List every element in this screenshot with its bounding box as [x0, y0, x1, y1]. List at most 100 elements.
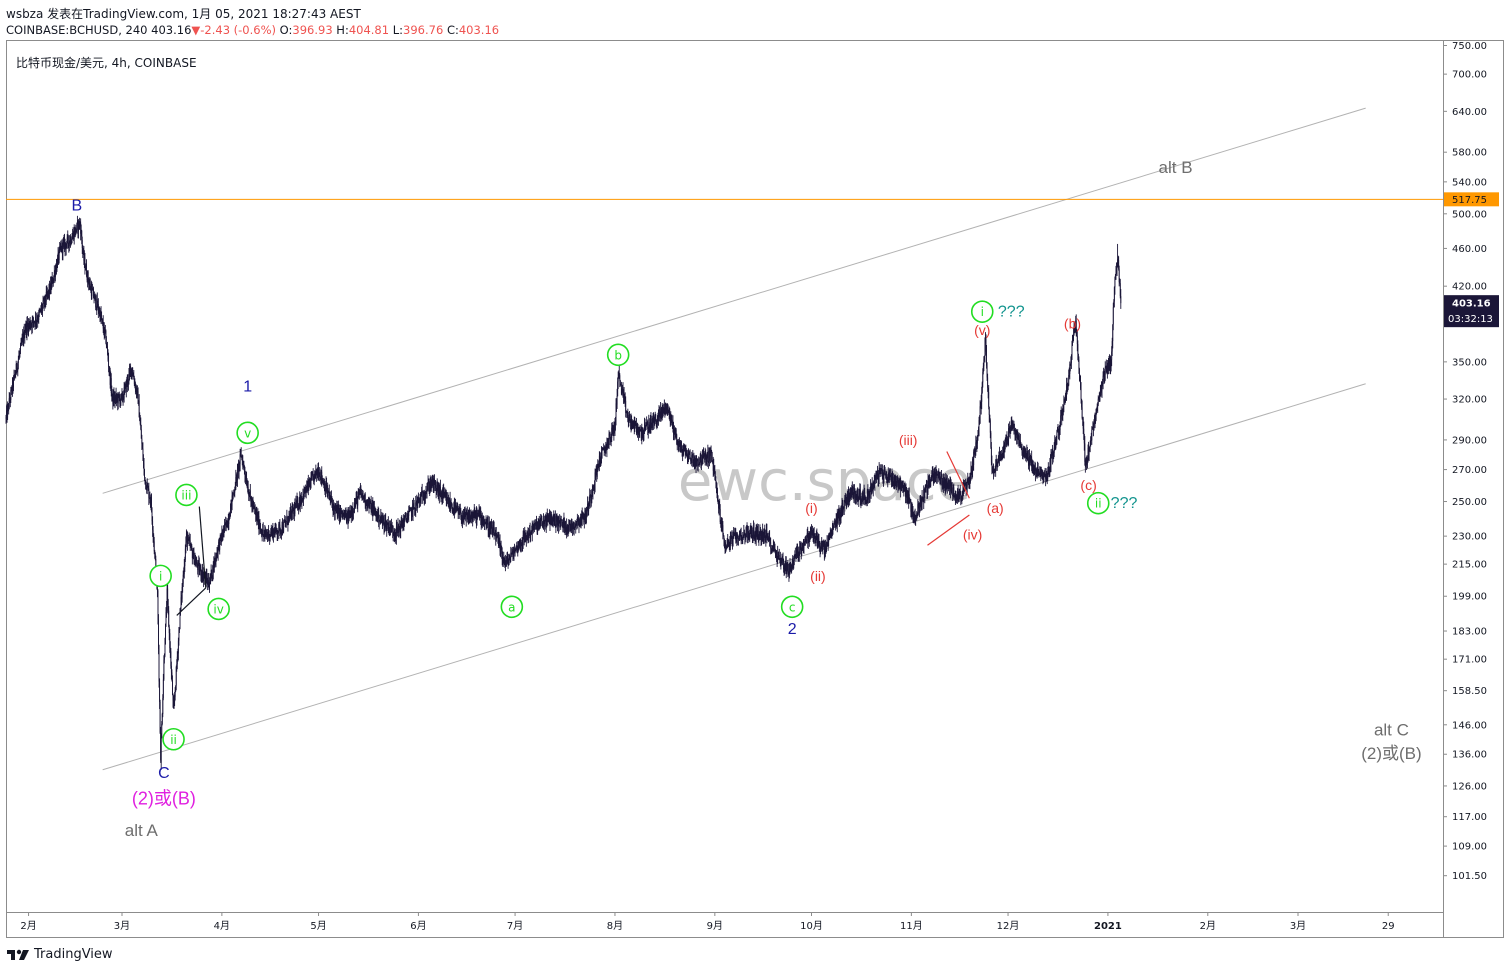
candle-body: [283, 521, 285, 532]
wave-circle-marker[interactable]: [207, 597, 230, 621]
candle-body: [383, 518, 384, 520]
candle-body: [456, 508, 457, 511]
candle-body: [923, 489, 925, 498]
candle-body: [670, 419, 672, 422]
candle-body: [326, 483, 328, 493]
candle-body: [677, 443, 679, 446]
candle-body: [412, 504, 414, 514]
wave-circle-marker[interactable]: [606, 343, 630, 367]
candle-body: [16, 369, 18, 371]
candle-body: [431, 477, 433, 486]
candle-body: [393, 532, 395, 536]
wave-circle-marker[interactable]: [236, 421, 259, 445]
candle-body: [843, 507, 845, 509]
candle-body: [217, 552, 219, 554]
tradingview-logo[interactable]: TradingView: [6, 946, 113, 962]
candle-body: [983, 355, 985, 360]
candle-body: [609, 433, 611, 434]
author-name[interactable]: wsbza: [6, 7, 44, 21]
candle-body: [286, 516, 288, 525]
candle-body: [727, 540, 729, 541]
candle-body: [1043, 474, 1045, 477]
channel-lower-line[interactable]: [102, 383, 1366, 771]
candle-body: [748, 534, 750, 539]
wave-circle-marker[interactable]: [149, 564, 172, 588]
candle-body: [698, 458, 700, 465]
candle-body: [1008, 428, 1010, 432]
candle-body: [889, 474, 891, 477]
candle-body: [785, 561, 787, 570]
wave-circle-marker[interactable]: [500, 595, 524, 619]
candle-body: [736, 536, 738, 539]
candle-body: [482, 518, 484, 522]
candle-body: [503, 557, 505, 560]
candle-body: [117, 394, 119, 404]
candle-body: [284, 521, 286, 523]
candle-body: [618, 372, 620, 376]
candle-body: [138, 400, 140, 418]
candle-body: [422, 492, 424, 498]
candle-body: [475, 511, 477, 522]
wave-circle-marker[interactable]: [1086, 491, 1110, 515]
candle-body: [942, 485, 944, 488]
wave-circle-marker[interactable]: [970, 300, 994, 323]
candle-body: [340, 510, 341, 516]
candle-body: [641, 428, 643, 434]
candle-body: [399, 529, 401, 533]
candle-body: [974, 450, 976, 456]
candle-body: [81, 230, 83, 241]
wave-label: (2)或(B): [132, 788, 196, 808]
candle-body: [873, 480, 875, 484]
candle-body: [247, 486, 249, 494]
wave-circle-marker[interactable]: [780, 595, 804, 619]
candle-body: [391, 526, 393, 533]
candle-body: [831, 528, 833, 534]
candle-body: [101, 319, 103, 320]
candle-body: [317, 469, 319, 475]
candle-body: [191, 545, 193, 550]
candle-body: [839, 509, 841, 516]
channel-upper-line[interactable]: [102, 107, 1366, 494]
candle-body: [1014, 429, 1015, 432]
candle-body: [397, 528, 398, 532]
candle-body: [192, 551, 194, 557]
candle-body: [1062, 405, 1064, 409]
candle-body: [386, 523, 388, 525]
candle-body: [416, 501, 418, 506]
candle-body: [492, 527, 494, 530]
candle-body: [892, 473, 894, 484]
wedge-line[interactable]: [198, 506, 207, 589]
candle-body: [38, 311, 40, 320]
candle-body: [375, 509, 376, 516]
candle-body: [496, 533, 498, 535]
candle-body: [887, 473, 889, 479]
candle-body: [969, 476, 971, 482]
candle-body: [233, 492, 235, 494]
wedge-line[interactable]: [927, 514, 970, 546]
symbol-interval[interactable]: COINBASE:BCHUSD, 240: [6, 23, 148, 37]
candle-body: [349, 513, 351, 519]
candle-body: [938, 472, 940, 476]
candle-body: [688, 453, 689, 461]
wave-circle-marker[interactable]: [175, 483, 198, 507]
candle-body: [292, 509, 294, 515]
wave-circle-marker[interactable]: [162, 727, 185, 751]
candle-body: [47, 291, 49, 294]
candle-body: [939, 476, 941, 483]
candle-body: [972, 459, 974, 473]
candle-body: [479, 512, 481, 516]
candle-body: [533, 524, 535, 527]
candle-body: [242, 460, 244, 468]
candle-body: [560, 519, 562, 523]
wedge-line[interactable]: [946, 451, 970, 499]
candle-body: [691, 454, 693, 456]
candle-body: [480, 513, 482, 518]
candle-body: [481, 515, 483, 523]
candle-body: [840, 515, 841, 518]
candle-body: [377, 510, 379, 519]
candle-body: [369, 501, 370, 507]
wedge-line[interactable]: [176, 587, 207, 616]
candle-body: [608, 438, 609, 445]
candle-body: [598, 455, 600, 467]
